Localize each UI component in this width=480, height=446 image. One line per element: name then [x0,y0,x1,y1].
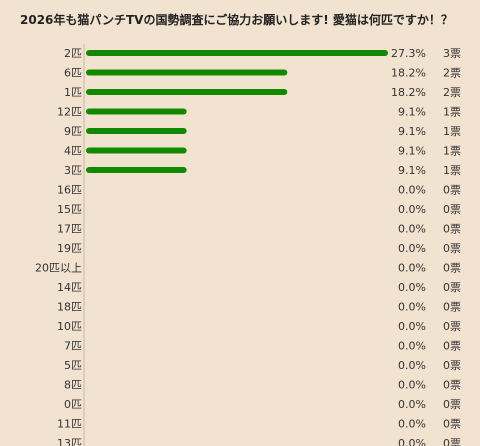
percent-label: 0.0% [398,320,426,333]
vote-count-label: 0票 [443,262,461,275]
category-label: 10匹 [57,320,82,333]
category-label: 3匹 [64,164,82,177]
vote-count-label: 1票 [443,164,461,177]
percent-label: 18.2% [391,86,426,99]
percent-label: 18.2% [391,67,426,80]
result-bar [86,69,288,76]
percent-label: 9.1% [398,145,426,158]
vote-count-label: 0票 [443,437,461,446]
vote-count-label: 1票 [443,106,461,119]
percent-label: 0.0% [398,418,426,431]
category-label: 6匹 [64,67,82,80]
result-bar [86,89,288,95]
vote-count-label: 0票 [443,184,461,197]
percent-label: 0.0% [398,359,426,372]
percent-label: 9.1% [398,125,426,138]
percent-label: 0.0% [398,340,426,353]
vote-count-label: 0票 [443,340,461,353]
category-label: 4匹 [64,145,82,158]
vote-count-label: 2票 [443,67,461,80]
percent-label: 0.0% [398,262,426,275]
vote-count-label: 0票 [443,320,461,333]
vote-count-label: 3票 [443,47,461,60]
category-label: 15匹 [57,203,82,216]
percent-label: 0.0% [398,223,426,236]
percent-label: 0.0% [398,281,426,294]
poll-title: 2026年も猫パンチTVの国勢調査にご協力お願いします! 愛猫は何匹ですか！？ [20,13,453,27]
category-label: 8匹 [64,379,82,392]
category-label: 2匹 [64,47,82,60]
percent-label: 9.1% [398,164,426,177]
vote-count-label: 0票 [443,281,461,294]
result-bar [86,50,388,56]
result-bar [86,128,187,134]
category-label: 0匹 [64,398,82,411]
percent-label: 0.0% [398,398,426,411]
percent-label: 0.0% [398,242,426,255]
vote-count-label: 0票 [443,203,461,216]
vote-count-label: 0票 [443,418,461,431]
category-label: 16匹 [57,184,82,197]
percent-label: 9.1% [398,106,426,119]
category-label: 9匹 [64,125,82,138]
result-bar [86,167,187,173]
percent-label: 0.0% [398,437,426,446]
category-label: 17匹 [57,223,82,236]
vote-count-label: 1票 [443,145,461,158]
vote-count-label: 0票 [443,359,461,372]
result-bar [86,147,187,154]
category-label: 13匹 [57,437,82,446]
percent-label: 27.3% [391,47,426,60]
vote-count-label: 2票 [443,86,461,99]
percent-label: 0.0% [398,184,426,197]
percent-label: 0.0% [398,301,426,314]
category-label: 7匹 [64,340,82,353]
category-label: 20匹以上 [35,262,82,275]
percent-label: 0.0% [398,203,426,216]
category-label: 5匹 [64,359,82,372]
category-label: 14匹 [57,281,82,294]
category-label: 1匹 [64,86,82,99]
category-label: 19匹 [57,242,82,255]
vote-count-label: 0票 [443,223,461,236]
percent-label: 0.0% [398,379,426,392]
vote-count-label: 0票 [443,242,461,255]
category-label: 11匹 [57,418,82,431]
result-bar [86,108,187,115]
vote-count-label: 0票 [443,301,461,314]
category-label: 18匹 [57,301,82,314]
vote-count-label: 1票 [443,125,461,138]
vote-count-label: 0票 [443,398,461,411]
vote-count-label: 0票 [443,379,461,392]
category-label: 12匹 [57,106,82,119]
